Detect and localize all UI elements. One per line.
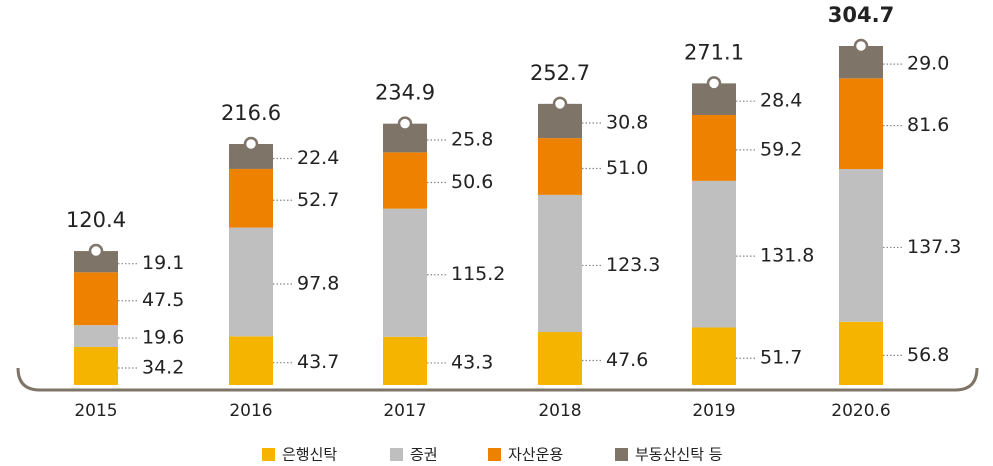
- total-label: 216.6: [221, 101, 281, 125]
- value-label: 59.2: [760, 138, 802, 160]
- total-marker: [853, 38, 869, 54]
- value-label: 56.8: [907, 344, 949, 366]
- bar-segment: [229, 168, 273, 228]
- bar-segment: [692, 114, 736, 181]
- total-label: 252.7: [530, 61, 590, 85]
- bar-segment: [538, 332, 582, 385]
- x-tick-label: 2017: [383, 401, 426, 421]
- x-tick-label: 2015: [74, 401, 117, 421]
- bar-segment: [229, 227, 273, 337]
- value-label: 29.0: [907, 53, 949, 75]
- legend-swatch: [390, 448, 403, 461]
- total-label: 304.7: [828, 3, 894, 27]
- value-label: 19.6: [142, 327, 184, 349]
- bar-segment: [839, 78, 883, 170]
- bar-segment: [538, 138, 582, 195]
- bar-segment: [538, 194, 582, 333]
- value-label: 81.6: [907, 114, 949, 136]
- bar-segment: [74, 346, 118, 385]
- legend-swatch: [615, 448, 628, 461]
- bar-segment: [692, 327, 736, 385]
- bar-segment: [74, 272, 118, 326]
- legend-label: 자산운용: [508, 446, 563, 464]
- legend-swatch: [262, 448, 275, 461]
- bar-segment: [229, 336, 273, 385]
- bar-segment: [839, 169, 883, 322]
- legend-swatch: [488, 448, 501, 461]
- value-label: 25.8: [451, 129, 493, 151]
- total-marker: [397, 116, 413, 131]
- x-tick-label: 2019: [692, 401, 735, 421]
- value-label: 43.7: [297, 351, 339, 373]
- baseline-bracket: [16, 367, 979, 392]
- value-label: 115.2: [451, 263, 505, 285]
- total-marker: [552, 96, 568, 112]
- bar-segment: [383, 336, 427, 385]
- total-label: 120.4: [66, 208, 126, 232]
- x-tick-label: 2018: [538, 401, 581, 421]
- legend-label: 증권: [410, 446, 438, 464]
- value-label: 47.6: [606, 349, 648, 371]
- bar-segment: [383, 208, 427, 337]
- value-label: 47.5: [142, 289, 184, 311]
- x-tick-label: 2016: [229, 401, 272, 421]
- value-label: 19.1: [142, 252, 184, 274]
- bar-segment: [383, 152, 427, 209]
- value-label: 97.8: [297, 272, 339, 294]
- value-label: 51.0: [606, 157, 648, 179]
- value-label: 50.6: [451, 171, 493, 193]
- bar-segment: [74, 325, 118, 347]
- total-marker: [88, 243, 104, 259]
- legend-label: 부동산신탁 등: [635, 446, 723, 464]
- value-label: 52.7: [297, 189, 339, 211]
- value-label: 43.3: [451, 351, 493, 373]
- total-marker: [243, 136, 259, 152]
- value-label: 131.8: [760, 245, 814, 267]
- bar-segment: [692, 180, 736, 328]
- total-marker: [706, 76, 722, 91]
- x-tick-label: 2020.6: [831, 401, 890, 421]
- legend-label: 은행신탁: [282, 446, 337, 464]
- bar-segment: [74, 251, 118, 273]
- total-label: 271.1: [684, 40, 744, 64]
- value-label: 51.7: [760, 347, 802, 369]
- value-label: 123.3: [606, 254, 660, 276]
- value-label: 137.3: [907, 236, 961, 258]
- value-label: 28.4: [760, 90, 802, 112]
- total-label: 234.9: [375, 81, 435, 105]
- bar-segment: [839, 321, 883, 385]
- value-label: 34.2: [142, 356, 184, 378]
- value-label: 22.4: [297, 147, 339, 169]
- value-label: 30.8: [606, 111, 648, 133]
